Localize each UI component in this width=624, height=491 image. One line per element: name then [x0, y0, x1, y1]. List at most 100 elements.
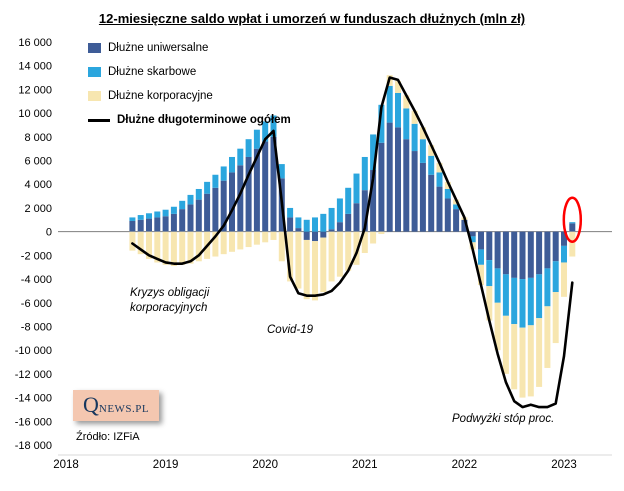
bar-segment [229, 231, 235, 252]
chart-legend: Dłużne uniwersalne Dłużne skarbowe Dłużne … [88, 36, 291, 132]
bar-segment [287, 231, 294, 282]
bar-segment [453, 204, 460, 210]
bar-segment [245, 156, 252, 232]
bar-segment [536, 231, 543, 275]
bar-segment [278, 231, 285, 262]
bar-segment [386, 122, 393, 232]
bar-segment [552, 231, 559, 262]
y-axis-label: -8 000 [21, 321, 52, 333]
bar-segment [137, 231, 144, 255]
bar-segment [195, 231, 202, 262]
bar-segment [220, 166, 227, 181]
qnews-logo-q: Q [83, 392, 99, 417]
bar-segment [179, 200, 186, 210]
bar-segment [353, 173, 360, 204]
y-axis-label: -10 000 [15, 345, 52, 357]
legend-label: Dłużne długoterminowe ogółem [117, 114, 291, 126]
bar-segment [195, 199, 202, 232]
y-axis-label: 2 000 [24, 203, 52, 215]
bar-segment [403, 108, 410, 140]
bar-segment [229, 156, 235, 173]
bar-segment [561, 245, 567, 263]
bar-segment [361, 156, 368, 191]
y-axis-label: -6 000 [21, 298, 52, 310]
bar-segment [129, 217, 136, 221]
bar-segment [378, 104, 385, 143]
bar-segment [519, 327, 526, 398]
bar-segment [478, 249, 484, 265]
y-axis-label: 12 000 [18, 84, 52, 96]
x-axis-label: 2020 [252, 459, 278, 471]
bar-segment [195, 188, 202, 200]
chart-title: 12-miesięczne saldo wpłat i umorzeń w fu… [98, 11, 526, 26]
bar-segment [419, 162, 426, 232]
bar-segment [511, 324, 518, 390]
legend-swatch [88, 91, 101, 101]
bar-segment [245, 231, 252, 248]
bar-segment [478, 264, 484, 285]
bar-segment [561, 262, 567, 297]
bar-segment [270, 115, 277, 137]
bar-segment [527, 231, 534, 278]
qnews-logo-text: NEWS.PL [98, 403, 150, 415]
bar-segment [179, 209, 186, 232]
bar-segment [486, 286, 493, 321]
y-axis-label: -16 000 [15, 416, 52, 428]
bar-segment [312, 217, 318, 232]
bar-segment [453, 209, 460, 232]
bar-segment [320, 231, 327, 238]
annotation-line: korporacyjnych [130, 302, 208, 314]
bar-segment [419, 127, 426, 140]
bar-segment [444, 198, 451, 232]
bar-segment [378, 231, 385, 235]
bar-segment [262, 121, 269, 142]
bar-segment [428, 174, 435, 232]
bar-segment [544, 231, 551, 269]
annotation-covid: Covid-19 [267, 324, 314, 336]
x-axis-label: 2022 [452, 459, 478, 471]
bar-segment [419, 139, 426, 163]
legend-line-swatch [88, 118, 110, 122]
bar-segment [162, 231, 169, 265]
bar-segment [187, 231, 194, 264]
bar-segment [278, 164, 285, 179]
bar-segment [154, 231, 161, 263]
bar-segment [312, 231, 318, 242]
legend-label: Dłużne uniwersalne [108, 42, 209, 54]
legend-swatch [88, 67, 101, 77]
bar-segment [411, 151, 418, 232]
bar-segment [428, 145, 435, 156]
bar-segment [336, 222, 343, 232]
bar-segment [386, 85, 393, 123]
bar-segment [544, 306, 551, 368]
y-axis-label: -18 000 [15, 440, 52, 452]
legend-swatch [88, 43, 101, 53]
legend-item: Dłużne korporacyjne [88, 84, 291, 108]
bar-segment [220, 231, 227, 255]
bar-segment [270, 231, 277, 240]
legend-item: Dłużne skarbowe [88, 60, 291, 84]
bar-segment [146, 231, 152, 259]
bar-segment [411, 110, 418, 124]
bar-segment [536, 274, 543, 319]
bar-segment [220, 180, 227, 232]
bar-segment [370, 170, 377, 232]
y-axis-label: -14 000 [15, 393, 52, 405]
bar-segment [162, 209, 169, 217]
bar-segment [527, 277, 534, 326]
bar-segment [154, 211, 161, 218]
bars-group [129, 75, 576, 398]
bar-segment [552, 261, 559, 293]
bar-segment [336, 231, 343, 277]
bar-segment [469, 231, 476, 237]
bar-segment [146, 213, 152, 219]
x-axis-label: 2018 [53, 459, 79, 471]
bar-segment [345, 187, 352, 214]
bar-segment [502, 231, 509, 275]
bar-segment [253, 148, 260, 232]
annotation-corporate-bond-crisis: Kryzys obligacji korporacyjnych [130, 286, 209, 316]
bar-segment [262, 231, 269, 243]
bar-segment [569, 231, 576, 257]
bar-segment [361, 231, 368, 253]
bar-segment [552, 292, 559, 344]
